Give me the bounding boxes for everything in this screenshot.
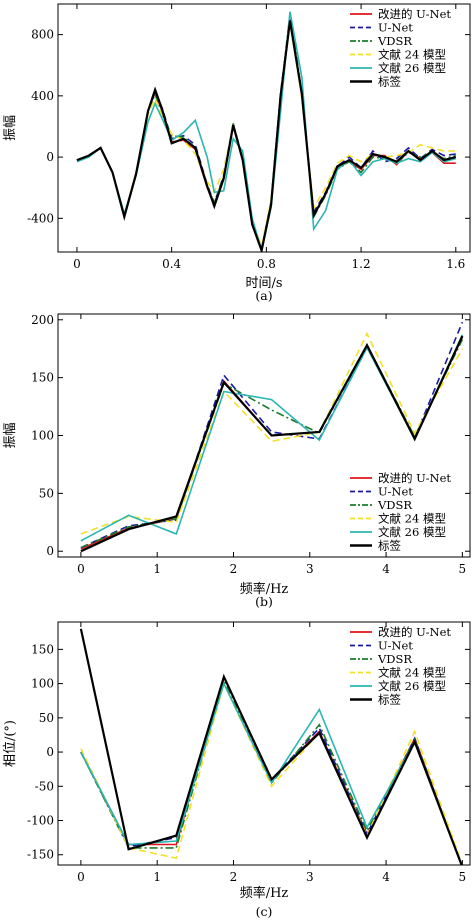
x-tick-label: 3	[306, 870, 314, 884]
y-tick-label: 400	[31, 89, 54, 103]
x-tick-label: 5	[459, 562, 467, 576]
series-line-5	[80, 681, 463, 865]
y-tick-label: -100	[27, 814, 54, 828]
series-line-3	[80, 677, 463, 865]
y-tick-label: 0	[46, 745, 54, 759]
y-tick-label: 150	[31, 642, 54, 656]
y-axis-label: 振幅	[3, 115, 18, 141]
series-line-4	[80, 681, 464, 865]
legend-label-4: 文献 24 模型	[378, 666, 446, 680]
x-axis-label: 频率/Hz	[240, 581, 289, 597]
x-tick-label: 1.2	[352, 257, 371, 271]
y-tick-label: -400	[27, 211, 54, 225]
legend-label-4: 文献 24 模型	[378, 512, 446, 526]
legend-label-6: 标签	[378, 75, 401, 89]
legend-label-3: VDSR	[377, 652, 412, 666]
x-tick-label: 4	[382, 562, 390, 576]
legend-label-5: 文献 26 模型	[378, 679, 446, 693]
plot-frame	[57, 621, 471, 866]
y-tick-label: 200	[31, 313, 54, 327]
x-tick-label: 1.6	[446, 257, 465, 271]
y-tick-label: -150	[27, 848, 54, 862]
x-axis-label: 时间/s	[245, 276, 282, 291]
y-tick-label: 0	[46, 150, 54, 164]
series-line-4	[80, 331, 464, 535]
y-tick-label: 50	[39, 711, 54, 725]
x-tick-label: 3	[306, 562, 314, 576]
y-tick-label: 100	[31, 429, 54, 443]
y-tick-label: 150	[31, 371, 54, 385]
legend-label-1: 改进的 U-Net	[378, 7, 451, 21]
x-tick-label: 2	[230, 562, 238, 576]
x-tick-label: 5	[459, 870, 467, 884]
x-axis-label: 频率/Hz	[240, 885, 289, 901]
x-tick-label: 1	[153, 870, 161, 884]
legend-label-5: 文献 26 模型	[378, 525, 446, 539]
series-line-6	[76, 20, 457, 252]
legend-label-2: U-Net	[378, 485, 413, 499]
x-tick-label: 4	[382, 870, 390, 884]
legend-label-3: VDSR	[377, 498, 412, 512]
legend-label-1: 改进的 U-Net	[378, 471, 451, 485]
legend-label-6: 标签	[378, 693, 401, 707]
panel-caption: (a)	[255, 288, 272, 303]
y-tick-label: 0	[46, 544, 54, 558]
x-tick-label: 0	[77, 562, 85, 576]
x-tick-label: 1	[153, 562, 161, 576]
chart-panel-3: 0 1 2 3 4 5 -150 -100 -50 0 50 100 150 频率/Hz 相位/(°) (c)…	[3, 621, 471, 919]
legend-label-3: VDSR	[377, 34, 412, 48]
x-tick-label: 0.4	[162, 257, 181, 271]
legend-label-4: 文献 24 模型	[378, 48, 446, 62]
y-tick-label: 50	[39, 486, 54, 500]
legend-label-5: 文献 26 模型	[378, 61, 446, 75]
legend-label-6: 标签	[378, 539, 401, 553]
y-axis-label: 相位/(°)	[3, 720, 18, 767]
y-tick-label: 800	[31, 28, 54, 42]
x-tick-label: 0	[73, 257, 81, 271]
legend-label-1: 改进的 U-Net	[378, 625, 451, 639]
y-tick-label: 100	[31, 677, 54, 691]
plot-frame	[57, 3, 471, 253]
legend-label-2: U-Net	[378, 21, 413, 35]
series-line-2	[80, 674, 463, 865]
chart-panel-1: 0 0.4 0.8 1.2 1.6 -400 0 400 800 时间/s 振幅 (a) 改进的 U-N…	[3, 3, 471, 303]
panel-caption: (b)	[255, 594, 273, 609]
x-tick-label: 2	[230, 870, 238, 884]
y-tick-label: -50	[35, 779, 54, 793]
panel-caption: (c)	[256, 904, 273, 919]
x-tick-label: 0.8	[257, 257, 276, 271]
series-line-6	[79, 628, 463, 865]
legend-label-2: U-Net	[378, 639, 413, 653]
series-line-1	[80, 674, 463, 865]
x-tick-label: 0	[77, 870, 85, 884]
y-axis-label: 振幅	[3, 422, 18, 448]
series-line-6	[80, 335, 464, 553]
